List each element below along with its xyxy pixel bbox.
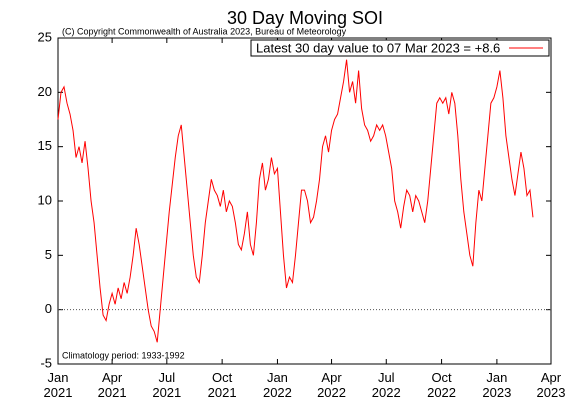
- x-tick-label: Jul 2022: [371, 370, 401, 400]
- y-tick-label: 5: [45, 247, 52, 262]
- x-tick-label: Apr 2023: [536, 370, 566, 400]
- x-tick-label: Jan 2022: [262, 370, 292, 400]
- legend-label: Latest 30 day value to 07 Mar 2023 = +8.…: [256, 40, 500, 55]
- y-tick-label: 0: [45, 301, 52, 316]
- y-tick-label: -5: [40, 355, 52, 370]
- x-tick-label: Oct 2022: [427, 370, 457, 400]
- x-tick-label: Jan 2023: [482, 370, 512, 400]
- y-tick-label: 20: [38, 84, 52, 99]
- x-tick-label: Apr 2022: [317, 370, 346, 400]
- plot-frame: [57, 37, 552, 365]
- copyright: (C) Copyright Commonwealth of Australia …: [62, 26, 347, 36]
- y-tick-label: 25: [38, 29, 52, 44]
- y-tick-label: 10: [38, 192, 52, 207]
- x-tick-label: Jan 2021: [43, 370, 73, 400]
- y-tick-label: 15: [38, 138, 52, 153]
- legend-box: [250, 39, 550, 57]
- x-tick-label: Oct 2021: [207, 370, 237, 400]
- x-tick-label: Apr 2021: [97, 370, 127, 400]
- chart-title: 30 Day Moving SOI: [227, 8, 383, 28]
- series-line: [57, 59, 534, 343]
- annotation: Climatology period: 1933-1992: [62, 350, 185, 360]
- x-tick-label: Jul 2021: [152, 370, 182, 400]
